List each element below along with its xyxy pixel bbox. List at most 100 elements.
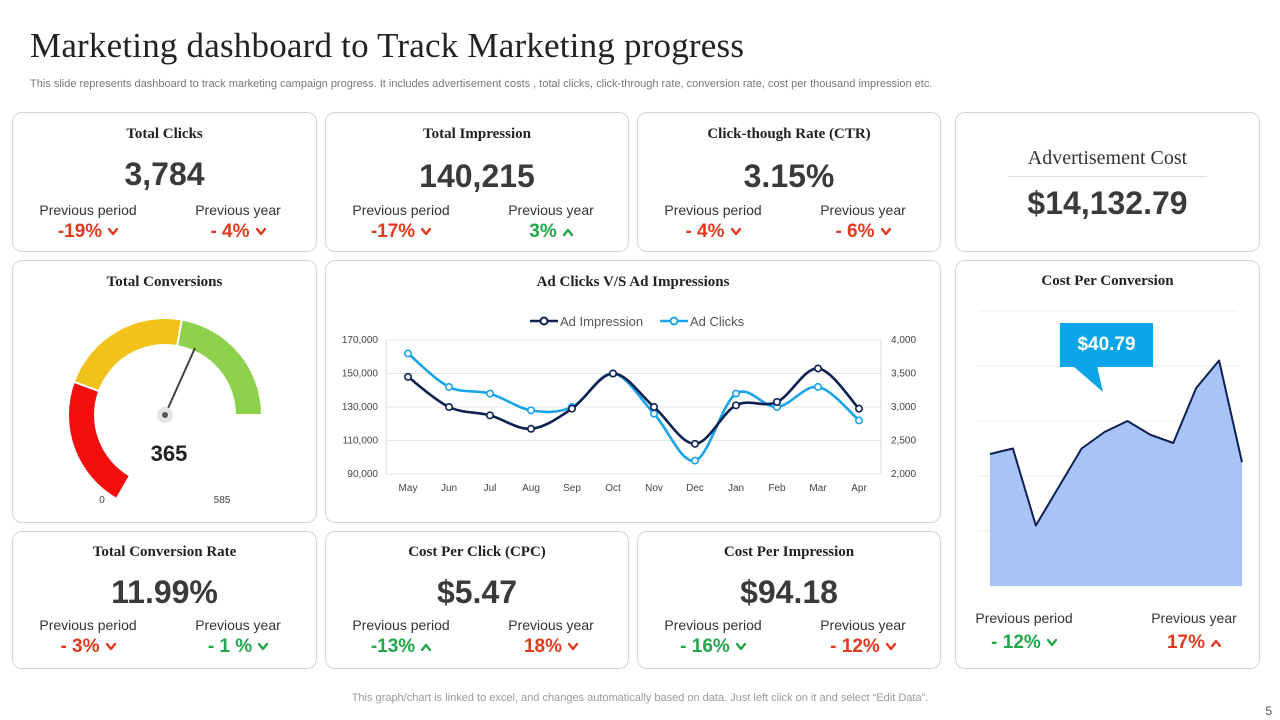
chevron-down-icon: [255, 227, 266, 236]
gauge-max-label: 585: [214, 495, 231, 506]
point-ad-clicks: [813, 382, 822, 391]
point-ad-clicks: [690, 456, 699, 465]
card-total-impression[interactable]: Total Impression 140,215 Previous period…: [325, 112, 629, 252]
point-ad-clicks: [527, 406, 536, 415]
change-text: 3%: [529, 221, 557, 242]
y-left-tick: 130,000: [342, 402, 379, 413]
y-right-tick: 2,000: [891, 469, 916, 480]
card-cpc[interactable]: Cost Per Click (CPC) $5.47 Previous peri…: [325, 531, 629, 669]
point-ad-impression: [690, 439, 699, 448]
change-text: -19%: [57, 221, 103, 242]
point-ad-impression: [813, 364, 822, 373]
prev-period-label: Previous period: [664, 202, 762, 218]
prev-period-label: Previous period: [352, 617, 450, 633]
footer-note: This graph/chart is linked to excel, and…: [351, 692, 929, 704]
title-divider: [1008, 176, 1207, 177]
card-cpi[interactable]: Cost Per Impression $94.18 Previous peri…: [637, 531, 941, 669]
point-ad-impression: [527, 424, 536, 433]
change-text: 17%: [1166, 632, 1206, 653]
page-number: 5: [1265, 704, 1272, 718]
change-text: -17%: [370, 221, 416, 242]
prev-year-change: - 6%: [788, 221, 938, 243]
area-line: [989, 359, 1243, 527]
prev-year-change: - 1 %: [163, 636, 313, 658]
change-text: - 4%: [685, 221, 725, 242]
change-text: - 4%: [210, 221, 250, 242]
prev-period-label: Previous period: [352, 202, 450, 218]
card-title: Total Clicks: [126, 126, 203, 142]
card-ad-cost[interactable]: Advertisement Cost $14,132.79: [955, 112, 1260, 252]
prev-period-change: - 4%: [638, 221, 788, 243]
y-left-tick: 110,000: [343, 436, 379, 447]
kpi-value: 3,784: [124, 156, 205, 192]
point-ad-impression: [445, 403, 454, 412]
prev-year-change: - 4%: [163, 221, 313, 243]
card-title: Cost Per Conversion: [1041, 273, 1174, 289]
chevron-down-icon: [568, 642, 579, 651]
gauge-min-label: 0: [99, 495, 105, 506]
page-subtitle: This slide represents dashboard to track…: [30, 78, 933, 90]
chevron-down-icon: [735, 642, 746, 651]
card-ctr[interactable]: Click-though Rate (CTR) 3.15% Previous p…: [637, 112, 941, 252]
chevron-down-icon: [421, 227, 432, 236]
point-ad-clicks: [731, 389, 740, 398]
card-cost-per-conversion[interactable]: Cost Per Conversion $40.79 Previous peri…: [955, 260, 1260, 669]
prev-year-change: - 12%: [788, 636, 938, 658]
x-tick-label: Jun: [441, 483, 457, 494]
kpi-value: $5.47: [436, 574, 518, 610]
prev-year-label: Previous year: [508, 202, 594, 218]
gauge-band-0: [67, 380, 132, 501]
prev-year-label: Previous year: [195, 202, 281, 218]
prev-period-label: Previous period: [39, 617, 137, 633]
card-ad-clicks-vs-impressions[interactable]: Ad Clicks V/S Ad Impressions Ad Impressi…: [325, 260, 941, 523]
x-tick-label: Oct: [605, 483, 621, 494]
point-ad-clicks: [486, 389, 495, 398]
change-text: - 12%: [830, 636, 880, 657]
prev-period-change: -13%: [326, 636, 476, 658]
callout-pointer: [1073, 366, 1103, 392]
y-right-tick: 3,500: [891, 369, 916, 380]
x-tick-label: Dec: [686, 483, 704, 494]
chevron-down-icon: [880, 227, 891, 236]
card-total-clicks[interactable]: Total Clicks 3,784 Previous period Previ…: [12, 112, 317, 252]
legend-label-0: Ad Impression: [560, 314, 643, 329]
point-ad-clicks: [854, 416, 863, 425]
x-tick-label: Apr: [851, 483, 867, 494]
prev-year-change: 17%: [1119, 632, 1269, 654]
card-total-conversions[interactable]: Total Conversions 365 0 585: [12, 260, 317, 523]
prev-period-change: -19%: [13, 221, 163, 243]
area-chart: [978, 310, 1243, 586]
callout: $40.79: [1060, 323, 1153, 367]
chevron-down-icon: [108, 227, 119, 236]
change-text: - 6%: [835, 221, 875, 242]
change-text: - 1 %: [207, 636, 253, 657]
chart-legend: Ad Impression Ad Clicks: [530, 314, 745, 329]
x-tick-label: May: [399, 483, 418, 494]
y-left-tick: 150,000: [342, 369, 379, 380]
prev-year-label: Previous year: [820, 202, 906, 218]
point-ad-impression: [404, 372, 413, 381]
legend-marker-1: [669, 316, 679, 326]
gauge-band-1: [72, 317, 184, 393]
point-ad-clicks: [445, 382, 454, 391]
card-title: Total Conversions: [106, 274, 223, 290]
card-title: Cost Per Click (CPC): [408, 544, 546, 560]
prev-period-change: - 12%: [949, 632, 1099, 654]
card-title: Total Conversion Rate: [92, 544, 237, 560]
change-text: -13%: [370, 636, 416, 657]
y-right-tick: 3,000: [891, 402, 916, 413]
chevron-up-icon: [562, 228, 573, 236]
prev-period-label: Previous period: [975, 610, 1073, 626]
card-conversion-rate[interactable]: Total Conversion Rate 11.99% Previous pe…: [12, 531, 317, 669]
point-ad-impression: [649, 403, 658, 412]
point-ad-impression: [854, 404, 863, 413]
gauge-needle: [164, 347, 196, 416]
legend-marker-0: [539, 316, 549, 326]
change-text: - 16%: [680, 636, 730, 657]
change-text: - 12%: [991, 632, 1041, 653]
chevron-down-icon: [730, 227, 741, 236]
point-ad-clicks: [404, 349, 413, 358]
prev-period-change: -17%: [326, 221, 476, 243]
change-text: 18%: [523, 636, 563, 657]
point-ad-impression: [486, 411, 495, 420]
